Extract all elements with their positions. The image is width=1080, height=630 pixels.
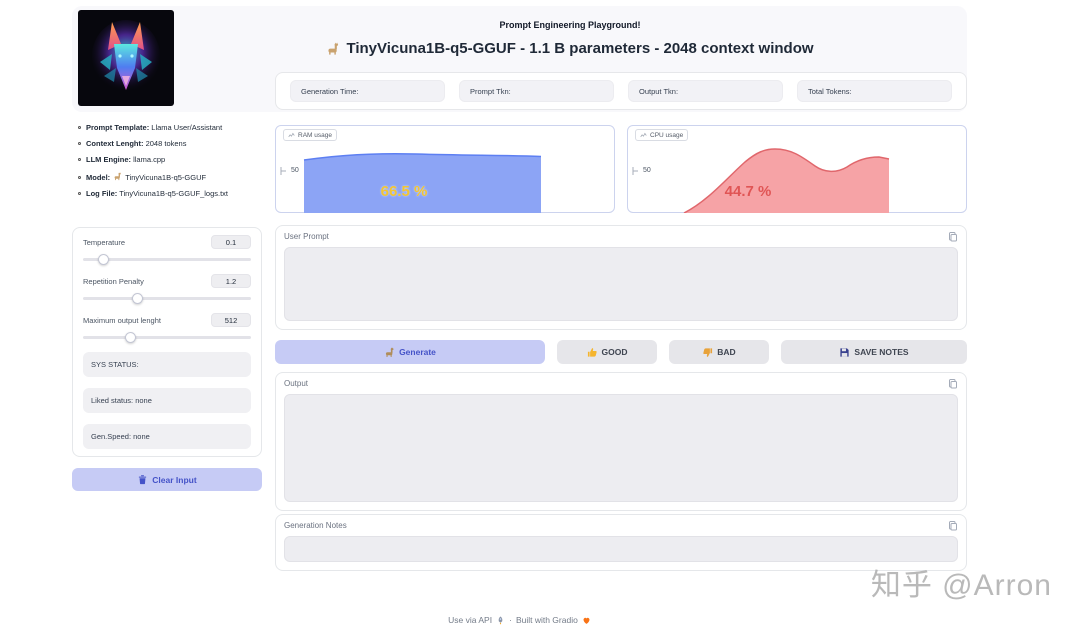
liked-status-field[interactable]: Liked status: none (83, 388, 251, 413)
info-item-log-file: Log File: TinyVicuna1B-q5-GGUF_logs.txt (78, 189, 273, 199)
temperature-label: Temperature (83, 238, 126, 247)
cpu-usage-chart: CPU usage 50 44.7 % (627, 125, 967, 213)
cpu-usage-value: 44.7 % (724, 183, 772, 200)
bad-button[interactable]: BAD (669, 340, 769, 364)
max-output-length-row: Maximum output lenght 512 (83, 313, 251, 350)
prompt-tokens-field[interactable]: Prompt Tkn: (459, 80, 614, 102)
info-item-llm-engine: LLM Engine: llama.cpp (78, 155, 273, 165)
cpu-chart-plot (683, 148, 890, 213)
max-output-length-slider[interactable] (83, 331, 251, 343)
output-textbox[interactable] (284, 394, 958, 502)
ram-y-tick: 50 (291, 167, 299, 174)
generation-notes-card: Generation Notes (275, 514, 967, 571)
user-prompt-input[interactable] (284, 247, 958, 321)
temperature-row: Temperature 0.1 (83, 235, 251, 272)
legend-line-icon (288, 132, 295, 137)
generation-notes-input[interactable] (284, 536, 958, 562)
ram-line (303, 153, 542, 161)
temperature-slider[interactable] (83, 253, 251, 265)
use-via-api-link[interactable]: Use via API (448, 615, 493, 625)
total-tokens-label: Total Tokens: (808, 86, 852, 96)
vicuna-art-icon (78, 10, 174, 106)
bullet-icon (78, 192, 81, 195)
copy-icon[interactable] (947, 378, 959, 390)
bullet-icon (78, 176, 81, 179)
ram-chart-plot (303, 153, 542, 213)
cpu-legend[interactable]: CPU usage (635, 129, 689, 141)
info-item-context-length: Context Lenght: 2048 tokens (78, 139, 273, 149)
save-notes-button[interactable]: SAVE NOTES (781, 340, 967, 364)
copy-icon[interactable] (947, 520, 959, 532)
bullet-icon (78, 126, 81, 129)
copy-icon[interactable] (947, 231, 959, 243)
repetition-penalty-slider-handle[interactable] (132, 292, 143, 304)
page-title: TinyVicuna1B-q5-GGUF - 1.1 B parameters … (346, 40, 814, 57)
page-subtitle: Prompt Engineering Playground! (499, 20, 641, 30)
clear-input-button[interactable]: Clear Input (72, 468, 262, 491)
thumb-up-icon (587, 347, 597, 357)
llama-icon (385, 346, 394, 357)
y-axis-icon (280, 167, 286, 175)
repetition-penalty-row: Repetition Penalty 1.2 (83, 274, 251, 311)
floppy-icon (840, 347, 850, 357)
ram-usage-chart: RAM usage 50 66.5 % (275, 125, 615, 213)
temperature-value-input[interactable]: 0.1 (211, 235, 251, 249)
info-item-model: Model: TinyVicuna1B-q5-GGUF (78, 172, 273, 183)
bullet-icon (78, 158, 81, 161)
llama-icon (328, 42, 339, 55)
cpu-line (683, 148, 890, 213)
user-prompt-card: User Prompt (275, 225, 967, 330)
repetition-penalty-label: Repetition Penalty (83, 277, 144, 286)
generation-notes-label: Generation Notes (284, 521, 347, 530)
sys-status-field[interactable]: SYS STATUS: (83, 352, 251, 377)
generate-button[interactable]: Generate (275, 340, 545, 364)
rocket-icon (498, 615, 503, 625)
llama-icon (113, 172, 122, 181)
cpu-y-tick: 50 (643, 167, 651, 174)
info-item-prompt-template: Prompt Template: Llama User/Assistant (78, 123, 273, 133)
ram-legend[interactable]: RAM usage (283, 129, 337, 141)
footer: Use via API · Built with Gradio (72, 615, 967, 625)
gen-speed-field[interactable]: Gen.Speed: none (83, 424, 251, 449)
stats-row: Generation Time: Prompt Tkn: Output Tkn:… (275, 72, 967, 110)
trash-icon (139, 475, 147, 485)
ram-area (304, 153, 541, 213)
header: Prompt Engineering Playground! TinyVicun… (180, 20, 960, 57)
max-output-length-label: Maximum output lenght (83, 316, 161, 325)
generation-time-label: Generation Time: (301, 86, 359, 96)
temperature-slider-handle[interactable] (98, 253, 109, 265)
output-card: Output (275, 372, 967, 511)
generation-time-field[interactable]: Generation Time: (290, 80, 445, 102)
bullet-icon (78, 142, 81, 145)
output-tokens-field[interactable]: Output Tkn: (628, 80, 783, 102)
legend-line-icon (640, 132, 647, 137)
repetition-penalty-value-input[interactable]: 1.2 (211, 274, 251, 288)
vicuna-artwork-image (78, 10, 174, 106)
output-tokens-label: Output Tkn: (639, 86, 679, 96)
cpu-area (684, 149, 889, 213)
y-axis-icon (632, 167, 638, 175)
output-label: Output (284, 379, 309, 388)
repetition-penalty-slider[interactable] (83, 292, 251, 304)
max-output-length-slider-handle[interactable] (125, 331, 136, 343)
generation-controls-panel: Temperature 0.1 Repetition Penalty 1.2 M… (72, 227, 262, 457)
orange-heart-icon (583, 617, 590, 624)
prompt-tokens-label: Prompt Tkn: (470, 86, 511, 96)
user-prompt-label: User Prompt (284, 232, 329, 241)
watermark: 知乎 @Arron (870, 569, 1052, 602)
built-with-gradio-link[interactable]: Built with Gradio (515, 615, 578, 625)
thumb-down-icon (703, 347, 713, 357)
ram-usage-value: 66.5 % (380, 183, 428, 200)
max-output-length-value-input[interactable]: 512 (211, 313, 251, 327)
footer-separator: · (509, 615, 512, 625)
model-info-list: Prompt Template: Llama User/Assistant Co… (78, 123, 273, 206)
total-tokens-field[interactable]: Total Tokens: (797, 80, 952, 102)
good-button[interactable]: GOOD (557, 340, 657, 364)
